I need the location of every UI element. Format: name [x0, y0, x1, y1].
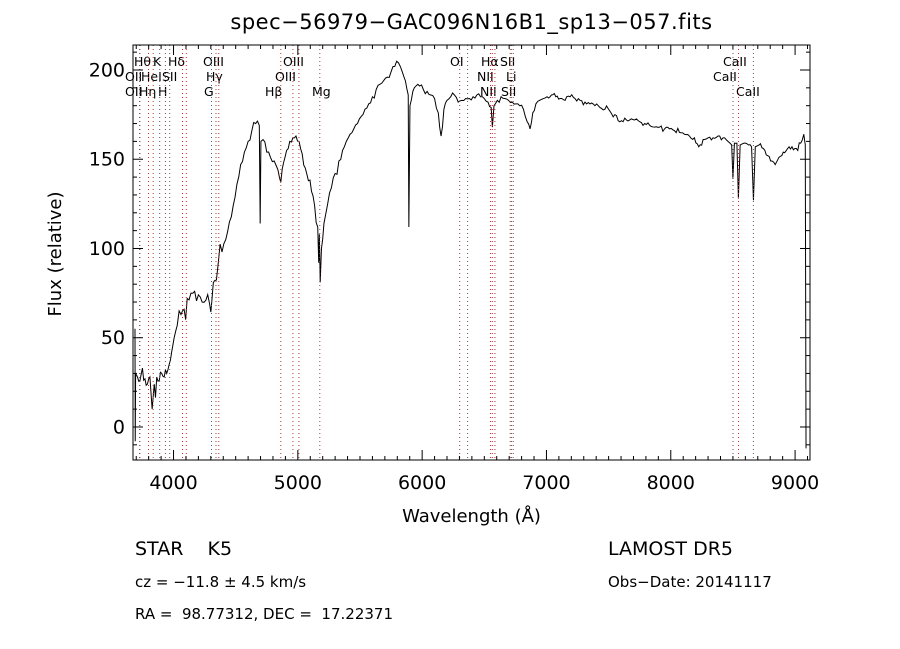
y-tick-label: 100 — [89, 238, 125, 260]
y-tick-label: 50 — [101, 327, 125, 349]
spectral-line-label: OII — [125, 69, 142, 84]
spectral-line-label: CaII — [713, 69, 737, 84]
spectral-line-label: OII — [125, 84, 142, 99]
y-tick-label: 150 — [89, 149, 125, 171]
plot-frame — [132, 44, 811, 461]
spectral-line-label: SII — [501, 84, 516, 99]
spectral-line-label: OIII — [275, 69, 296, 84]
spectral-line-label: K — [153, 54, 162, 69]
spectral-line-label: SII — [162, 69, 177, 84]
y-tick-label: 200 — [89, 59, 125, 81]
spectral-line-label: Li — [506, 69, 516, 84]
x-tick-label: 6000 — [398, 472, 446, 494]
spectral-line-label: NII — [480, 84, 497, 99]
spectral-line-label: G — [204, 84, 214, 99]
spectral-line-label: HeI — [141, 69, 162, 84]
x-tick-label: 7000 — [522, 472, 570, 494]
spectral-line-label: OI — [450, 54, 464, 69]
spectral-line-label: Hδ — [168, 54, 185, 69]
spectral-line-label: Hα — [481, 54, 499, 69]
spectral-line-label: Hη — [139, 84, 156, 99]
spectrum-path — [134, 60, 807, 449]
classification-text: STAR K5 — [135, 538, 233, 560]
spectral-line-label: Hγ — [206, 69, 223, 84]
spectral-line-label: Hβ — [265, 84, 282, 99]
spectral-line-label: CaII — [736, 84, 760, 99]
spectral-line-label: OIII — [283, 54, 304, 69]
x-tick-label: 9000 — [771, 472, 819, 494]
x-tick-label: 4000 — [149, 472, 197, 494]
spectral-line-label: Hθ — [134, 54, 151, 69]
plot-title: spec−56979−GAC096N16B1_sp13−057.fits — [230, 10, 713, 34]
ra-dec-text: RA = 98.77312, DEC = 17.22371 — [135, 605, 394, 623]
x-axis-label: Wavelength (Å) — [402, 506, 541, 527]
spectral-line-label: OIII — [203, 54, 224, 69]
spectral-line-label: H — [158, 84, 167, 99]
obs-date-text: Obs−Date: 20141117 — [608, 573, 772, 591]
spectral-line-label: Mg — [312, 84, 331, 99]
redshift-velocity-text: cz = −11.8 ± 4.5 km/s — [135, 573, 307, 591]
y-tick-label: 0 — [113, 416, 125, 438]
survey-release-text: LAMOST DR5 — [608, 538, 733, 560]
spectral-line-label: NII — [477, 69, 494, 84]
x-tick-label: 8000 — [647, 472, 695, 494]
x-tick-label: 5000 — [274, 472, 322, 494]
spectral-line-label: CaII — [723, 54, 747, 69]
